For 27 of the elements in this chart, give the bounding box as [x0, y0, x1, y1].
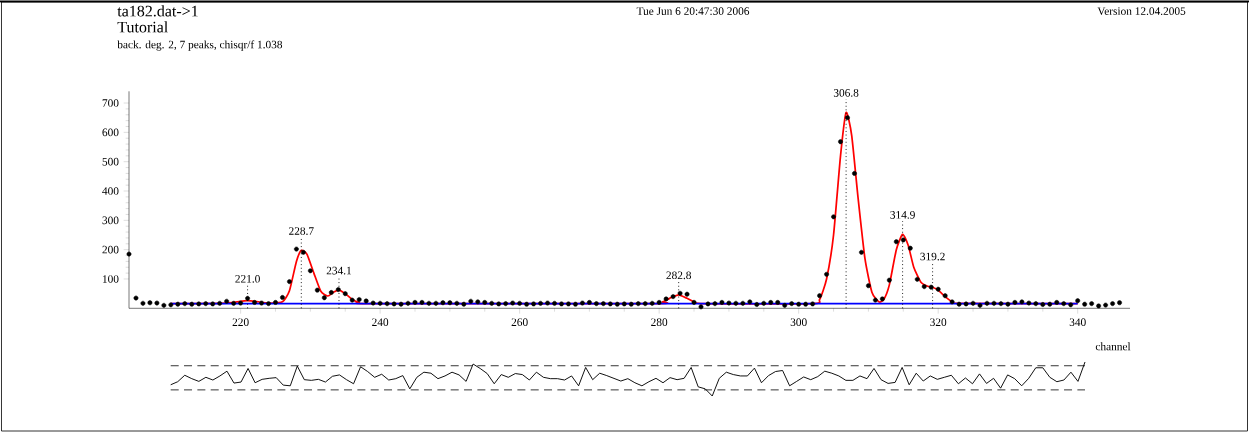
ref-line-label: 319.2: [920, 252, 945, 261]
y-tick-label: 700: [102, 99, 119, 107]
y-tick-label: 100: [102, 275, 119, 283]
ref-line-label: 228.7: [289, 227, 314, 235]
x-tick-label: 340: [1069, 318, 1086, 326]
y-tick-label: 300: [102, 216, 119, 225]
x-tick-label: 260: [511, 318, 528, 326]
chart-subtitle: Tutorial: [117, 21, 168, 33]
x-tick-label: 280: [651, 318, 668, 326]
ref-line-label: 306.8: [833, 89, 859, 97]
text: Version 12.04.2005: [1097, 7, 1186, 15]
y-tick-label: 500: [102, 157, 119, 166]
ref-line-label: 221.0: [235, 274, 260, 283]
ref-line-label: 234.1: [326, 266, 352, 275]
x-tick-label: 240: [372, 318, 389, 326]
y-tick-label: 200: [102, 245, 119, 254]
ref-line-label: 282.8: [666, 271, 691, 280]
x-tick-label: 220: [232, 318, 249, 326]
text: Tue Jun 6 20:47:30 2006: [636, 7, 750, 15]
x-axis-title: channel: [1095, 342, 1131, 351]
y-tick-label: 400: [102, 187, 119, 195]
text: back. deg. 2, 7 peaks, chisqr/f 1.038: [117, 40, 283, 51]
x-tick-label: 320: [930, 318, 947, 326]
x-tick-label: 300: [790, 318, 807, 326]
chart-title: ta182.dat->1: [117, 5, 198, 17]
ref-line-label: 314.9: [890, 211, 915, 219]
y-tick-label: 600: [102, 128, 119, 137]
